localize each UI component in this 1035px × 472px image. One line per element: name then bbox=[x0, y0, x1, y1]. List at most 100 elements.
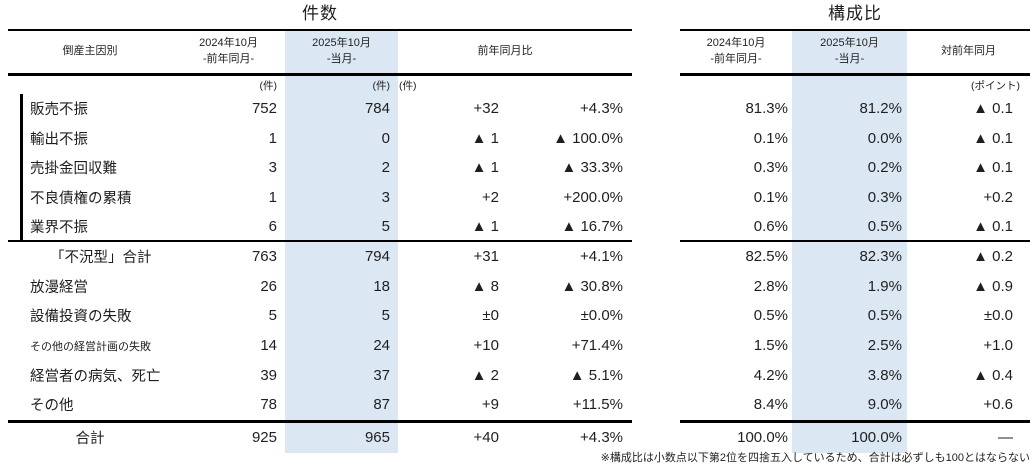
share-diff-unit: (ポイント) bbox=[971, 79, 1020, 92]
count-table-title: 件数 bbox=[8, 1, 632, 31]
count-table-row: 不良債権の累積 1 3 +2 +200.0% bbox=[8, 183, 632, 213]
count-2025-value: 3 bbox=[381, 189, 390, 207]
row-label: 経営者の病気、死亡 bbox=[30, 368, 161, 385]
count-pct-value: +200.0% bbox=[563, 189, 623, 207]
count-2024-value: 6 bbox=[268, 217, 277, 235]
share-diff-value: ±0.0 bbox=[983, 307, 1013, 325]
share-diff-value: ▲ 0.4 bbox=[973, 366, 1013, 384]
share-2024-column-header: 2024年10月 -前年同月- bbox=[706, 37, 766, 65]
count-table-units-row: (件) (件) (件) bbox=[8, 76, 632, 94]
share-diff-value: ▲ 0.1 bbox=[973, 129, 1013, 147]
row-label: 販売不振 bbox=[30, 102, 88, 119]
count-table-row: 経営者の病気、死亡 39 37 ▲ 2 ▲ 5.1% bbox=[8, 360, 632, 390]
share-2025-value: 0.2% bbox=[867, 159, 902, 177]
share-2025-value: 9.0% bbox=[867, 396, 902, 414]
share-table-row: 0.3% 0.2% ▲ 0.1 bbox=[680, 153, 1030, 183]
share-2024-value: 0.3% bbox=[753, 159, 788, 177]
share-table-row: 8.4% 9.0% +0.6 bbox=[680, 390, 1030, 420]
share-table-row: 0.6% 0.5% ▲ 0.1 bbox=[680, 212, 1030, 242]
count-diff-value: ▲ 1 bbox=[471, 129, 499, 147]
category-column-header: 倒産主因別 bbox=[62, 45, 118, 58]
current-month-highlight-band bbox=[285, 31, 398, 453]
count-table-header: 倒産主因別 2024年10月 -前年同月- 2025年10月 -当月- 前年同月… bbox=[8, 31, 632, 76]
share-table-row: 81.3% 81.2% ▲ 0.1 bbox=[680, 94, 1030, 124]
share-2025-value: 0.5% bbox=[867, 307, 902, 325]
count-pct-value: +4.3% bbox=[580, 100, 623, 118]
rounding-footnote: ※構成比は小数点以下第2位を四捨五入しているため、合計は必ずしも100とはならな… bbox=[600, 452, 1030, 464]
count-table-row: 合計 925 965 +40 +4.3% bbox=[8, 419, 632, 453]
share-2025-value: 2.5% bbox=[867, 337, 902, 355]
count-table-row: 設備投資の失敗 5 5 ±0 ±0.0% bbox=[8, 301, 632, 331]
row-label: 放漫経営 bbox=[30, 279, 88, 296]
share-table-body: 81.3% 81.2% ▲ 0.1 0.1% 0.0% ▲ 0.1 0.3% 0.2% ▲ 0.… bbox=[680, 94, 1030, 453]
count-2024-value: 39 bbox=[260, 366, 277, 384]
count-pct-value: +71.4% bbox=[571, 337, 623, 355]
count-diff-value: ▲ 1 bbox=[471, 217, 499, 235]
count-table-row: 売掛金回収難 3 2 ▲ 1 ▲ 33.3% bbox=[8, 153, 632, 183]
share-2025-value: 0.5% bbox=[867, 217, 902, 235]
row-label: その他の経営計画の失敗 bbox=[30, 340, 151, 353]
share-diff-value: ▲ 0.2 bbox=[973, 248, 1013, 266]
share-table-row: 0.5% 0.5% ±0.0 bbox=[680, 301, 1030, 331]
count-2024-unit: (件) bbox=[259, 79, 278, 92]
count-2024-value: 763 bbox=[251, 248, 277, 266]
count-2024-column-header: 2024年10月 -前年同月- bbox=[199, 37, 258, 65]
count-diff-value: ▲ 1 bbox=[471, 159, 499, 177]
count-2025-value: 87 bbox=[373, 396, 390, 414]
share-2025-value: 3.8% bbox=[867, 366, 902, 384]
count-pct-value: ▲ 16.7% bbox=[561, 217, 623, 235]
count-table-row: 業界不振 6 5 ▲ 1 ▲ 16.7% bbox=[8, 212, 632, 242]
share-table-row: 82.5% 82.3% ▲ 0.2 bbox=[680, 242, 1030, 272]
share-2024-value: 1.5% bbox=[753, 337, 788, 355]
count-pct-value: +11.5% bbox=[572, 396, 623, 414]
share-diff-value: ▲ 0.1 bbox=[973, 100, 1013, 118]
share-2024-value: 4.2% bbox=[753, 366, 788, 384]
share-table-row: 100.0% 100.0% — bbox=[680, 419, 1030, 453]
count-diff-value: ▲ 2 bbox=[471, 366, 499, 384]
share-2025-value: 81.2% bbox=[859, 100, 902, 118]
count-diff-value: +31 bbox=[473, 248, 499, 266]
share-table-row: 4.2% 3.8% ▲ 0.4 bbox=[680, 360, 1030, 390]
share-2024-value: 100.0% bbox=[737, 429, 788, 447]
share-table-row: 0.1% 0.0% ▲ 0.1 bbox=[680, 124, 1030, 154]
share-2025-value: 100.0% bbox=[851, 429, 902, 447]
share-table-row: 1.5% 2.5% +1.0 bbox=[680, 331, 1030, 361]
count-table-row: その他 78 87 +9 +11.5% bbox=[8, 390, 632, 420]
share-diff-value: +1.0 bbox=[983, 337, 1013, 355]
share-diff-value: ▲ 0.9 bbox=[973, 277, 1013, 295]
share-2025-value: 0.3% bbox=[867, 189, 902, 207]
row-label: 輸出不振 bbox=[30, 131, 88, 148]
count-2025-value: 784 bbox=[364, 100, 390, 118]
count-table-body: 販売不振 752 784 +32 +4.3% 輸出不振 1 0 ▲ 1 ▲ 100.0% 売掛金回収… bbox=[8, 94, 632, 453]
count-pct-value: ▲ 33.3% bbox=[561, 159, 623, 177]
row-label: 「不況型」合計 bbox=[50, 250, 152, 267]
count-2024-value: 752 bbox=[251, 100, 277, 118]
row-label: 設備投資の失敗 bbox=[30, 309, 132, 326]
share-table-header: 2024年10月 -前年同月- 2025年10月 -当月- 対前年同月 bbox=[680, 31, 1030, 76]
count-yoy-column-header: 前年同月比 bbox=[477, 45, 533, 58]
share-table-units-row: (ポイント) bbox=[680, 76, 1030, 94]
count-2024-value: 26 bbox=[260, 277, 277, 295]
share-2024-value: 0.6% bbox=[753, 217, 788, 235]
count-diff-value: +9 bbox=[481, 396, 499, 414]
count-pct-value: ±0.0% bbox=[580, 307, 623, 325]
count-diff-value: ±0 bbox=[482, 307, 499, 325]
count-diff-value: +40 bbox=[473, 429, 499, 447]
share-diff-value: — bbox=[998, 429, 1013, 447]
share-2025-column-header: 2025年10月 -当月- bbox=[820, 37, 879, 65]
share-2025-value: 1.9% bbox=[867, 277, 902, 295]
count-2024-value: 3 bbox=[268, 159, 277, 177]
share-diff-value: +0.2 bbox=[983, 189, 1013, 207]
share-2025-value: 82.3% bbox=[859, 248, 902, 266]
count-table-row: 輸出不振 1 0 ▲ 1 ▲ 100.0% bbox=[8, 124, 632, 154]
count-2024-value: 5 bbox=[268, 307, 277, 325]
count-2024-value: 78 bbox=[260, 396, 277, 414]
count-2025-value: 965 bbox=[364, 429, 390, 447]
share-2024-value: 8.4% bbox=[753, 396, 788, 414]
count-2024-value: 1 bbox=[268, 129, 277, 147]
share-2024-value: 0.1% bbox=[753, 129, 788, 147]
count-diff-unit: (件) bbox=[399, 79, 417, 92]
count-2025-value: 794 bbox=[364, 248, 390, 266]
row-label: 合計 bbox=[75, 431, 105, 448]
share-diff-value: +0.6 bbox=[983, 396, 1013, 414]
